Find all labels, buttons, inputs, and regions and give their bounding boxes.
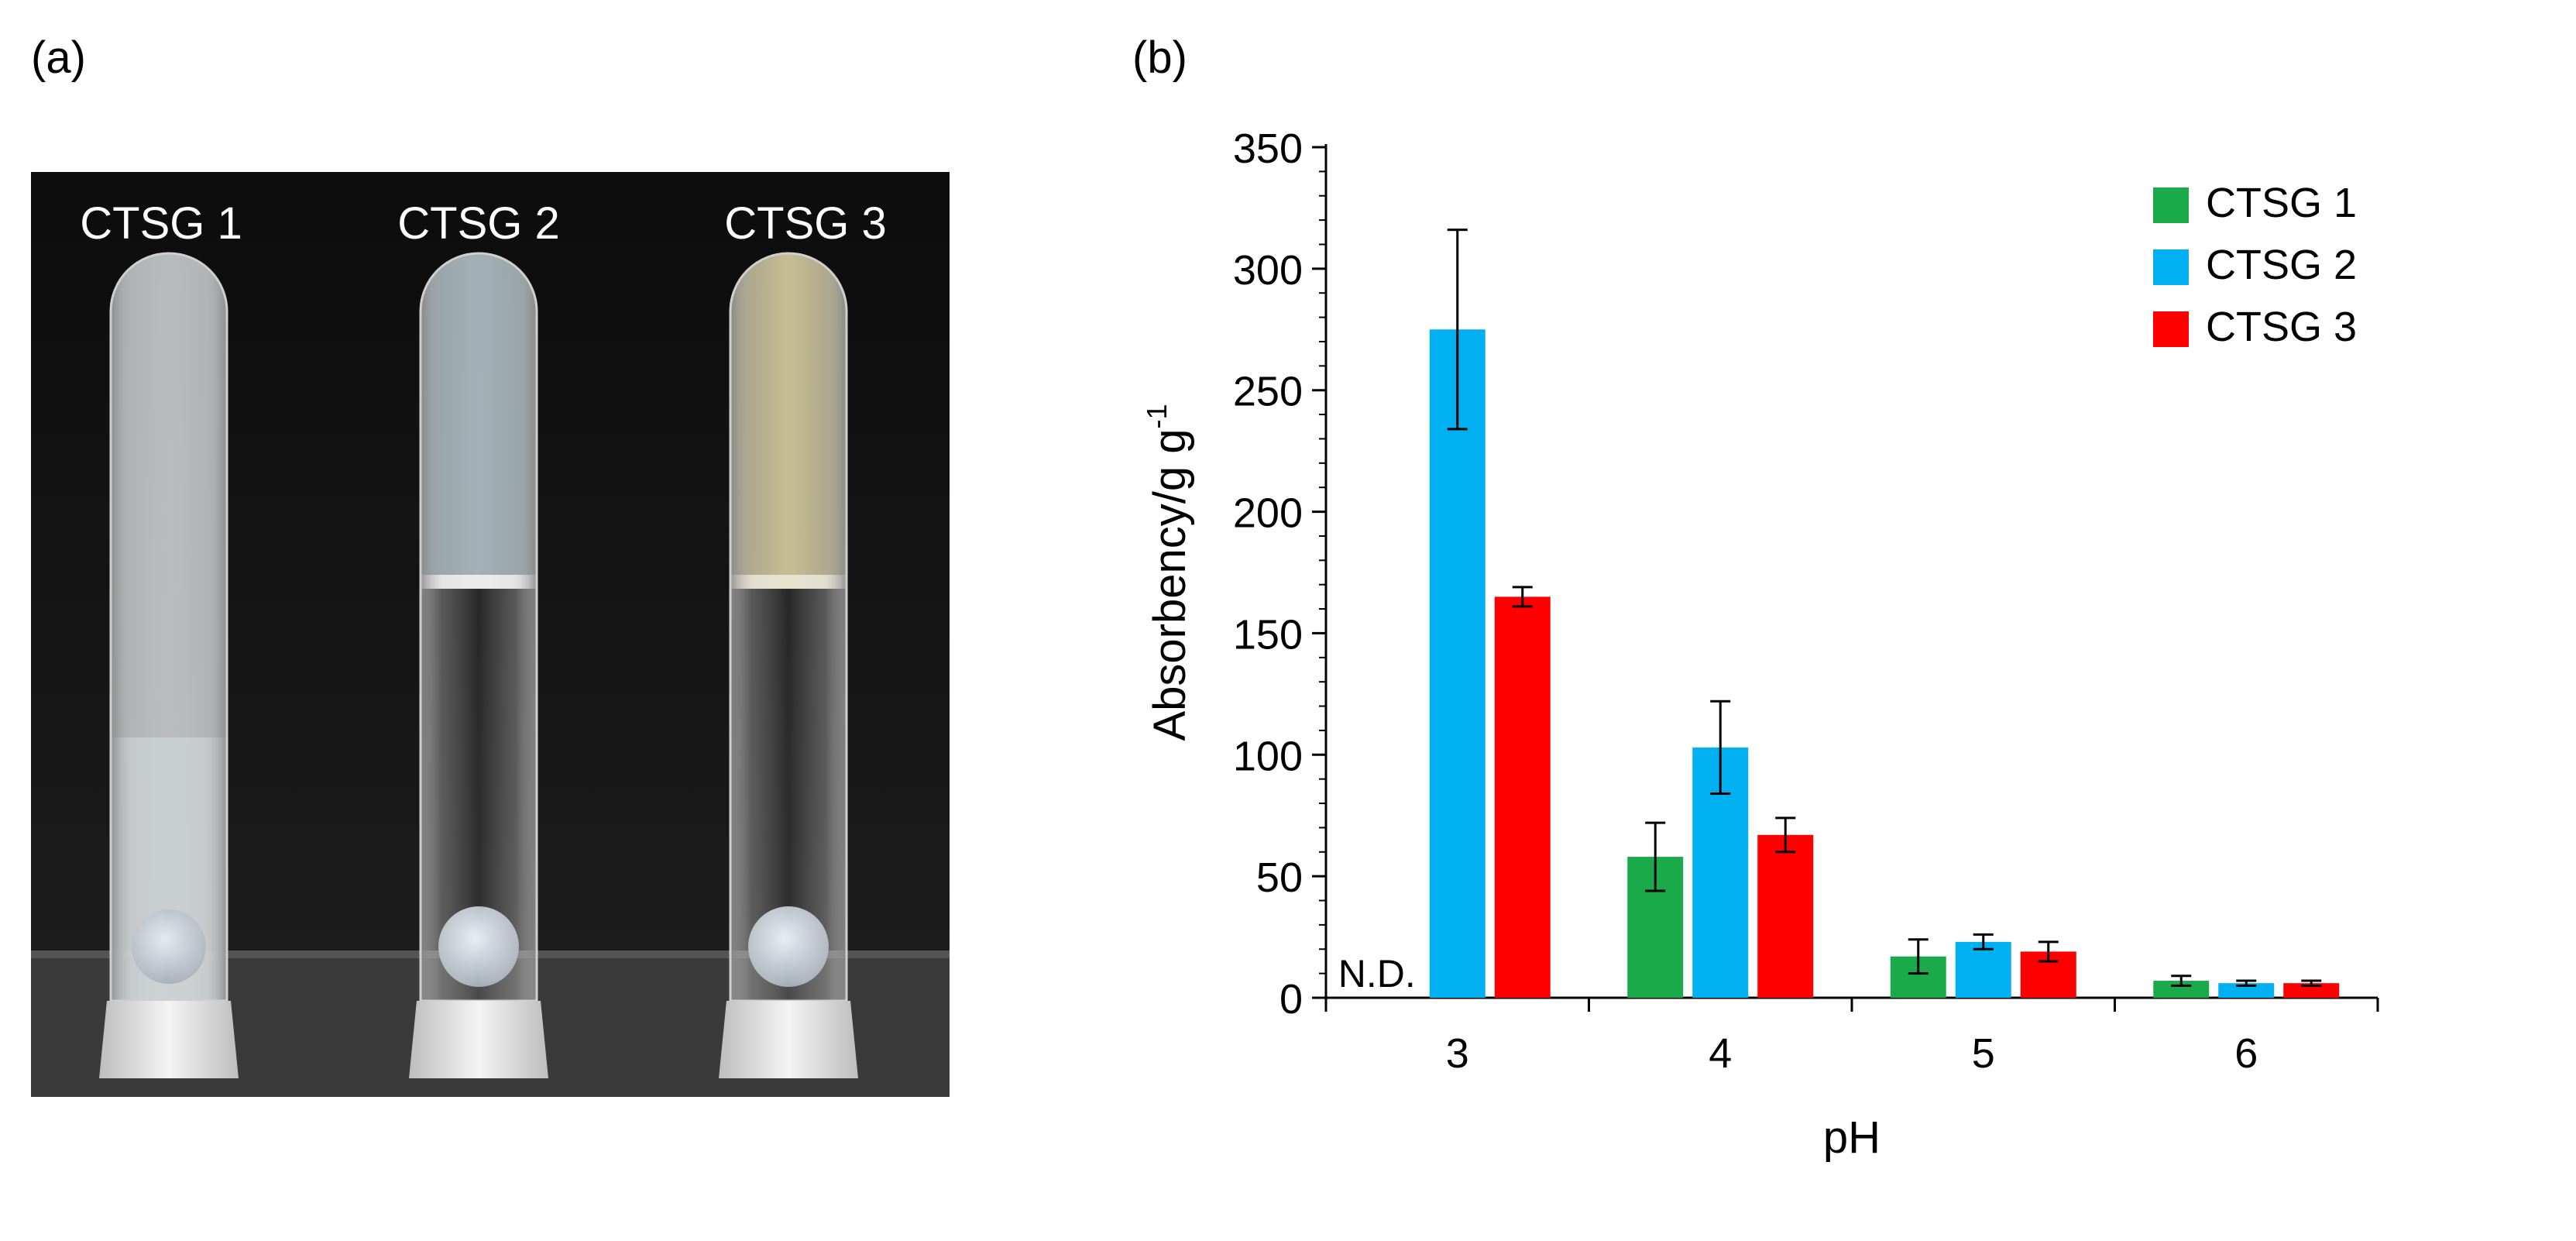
x-tick-label-4: 4 [1709, 1030, 1732, 1077]
legend-label-ctsg-2: CTSG 2 [2206, 242, 2357, 288]
y-tick-label-350: 350 [1233, 125, 1303, 172]
tube-ctsg-1 [99, 252, 239, 1078]
tube-ctsg-3 [719, 252, 858, 1078]
bar-ctsg-1-ph6 [2153, 981, 2210, 998]
panel-label-a: (a) [31, 33, 86, 83]
x-tick-label-6: 6 [2234, 1030, 2258, 1077]
y-tick-label-150: 150 [1233, 611, 1303, 658]
annotation-nd: N.D. [1338, 952, 1416, 995]
bar-ctsg-3-ph4 [1757, 834, 1814, 998]
y-tick-label-300: 300 [1233, 247, 1303, 294]
absorbency-bar-chart: 0 50 100 150 200 250 300 350 3 4 5 6 N.D. pH Absorbenc… [1141, 125, 2379, 1163]
bar-ctsg-3-ph6 [2283, 983, 2340, 998]
x-axis-label: pH [1823, 1112, 1880, 1163]
bar-ctsg-2-ph5 [1955, 941, 2011, 998]
panel-label-b: (b) [1132, 33, 1187, 83]
legend-label-ctsg-1: CTSG 1 [2206, 180, 2357, 226]
tube-label-1: CTSG 1 [80, 198, 242, 249]
y-axis-label: Absorbency/g g-1 [1141, 404, 1195, 741]
bar-ctsg-2-ph3 [1429, 329, 1485, 998]
y-tick-label-0: 0 [1279, 976, 1303, 1023]
tube-ctsg-2 [409, 252, 548, 1078]
bar-ctsg-3-ph3 [1494, 596, 1551, 998]
y-tick-label-50: 50 [1256, 854, 1303, 901]
y-axis-label-text: Absorbency/g g [1145, 428, 1195, 741]
tube-label-2: CTSG 2 [397, 198, 560, 249]
legend-swatch-ctsg-3 [2153, 311, 2189, 347]
y-axis-label-superscript: -1 [1141, 404, 1173, 428]
legend-label-ctsg-3: CTSG 3 [2206, 304, 2357, 350]
legend-swatch-ctsg-1 [2153, 187, 2189, 223]
y-tick-label-200: 200 [1233, 490, 1303, 537]
y-tick-label-100: 100 [1233, 733, 1303, 779]
tube-label-3: CTSG 3 [724, 198, 887, 249]
x-tick-label-5: 5 [1972, 1030, 1995, 1077]
x-tick-label-3: 3 [1446, 1030, 1469, 1077]
tube-photo: CTSG 1 CTSG 2 CTSG 3 [31, 172, 950, 1097]
legend-swatch-ctsg-2 [2153, 249, 2189, 285]
bar-ctsg-2-ph6 [2218, 983, 2275, 998]
y-tick-label-250: 250 [1233, 369, 1303, 415]
